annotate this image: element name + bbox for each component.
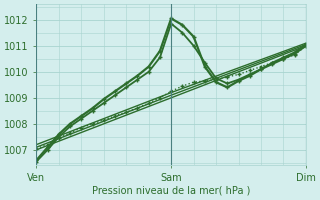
X-axis label: Pression niveau de la mer( hPa ): Pression niveau de la mer( hPa ) xyxy=(92,186,250,196)
